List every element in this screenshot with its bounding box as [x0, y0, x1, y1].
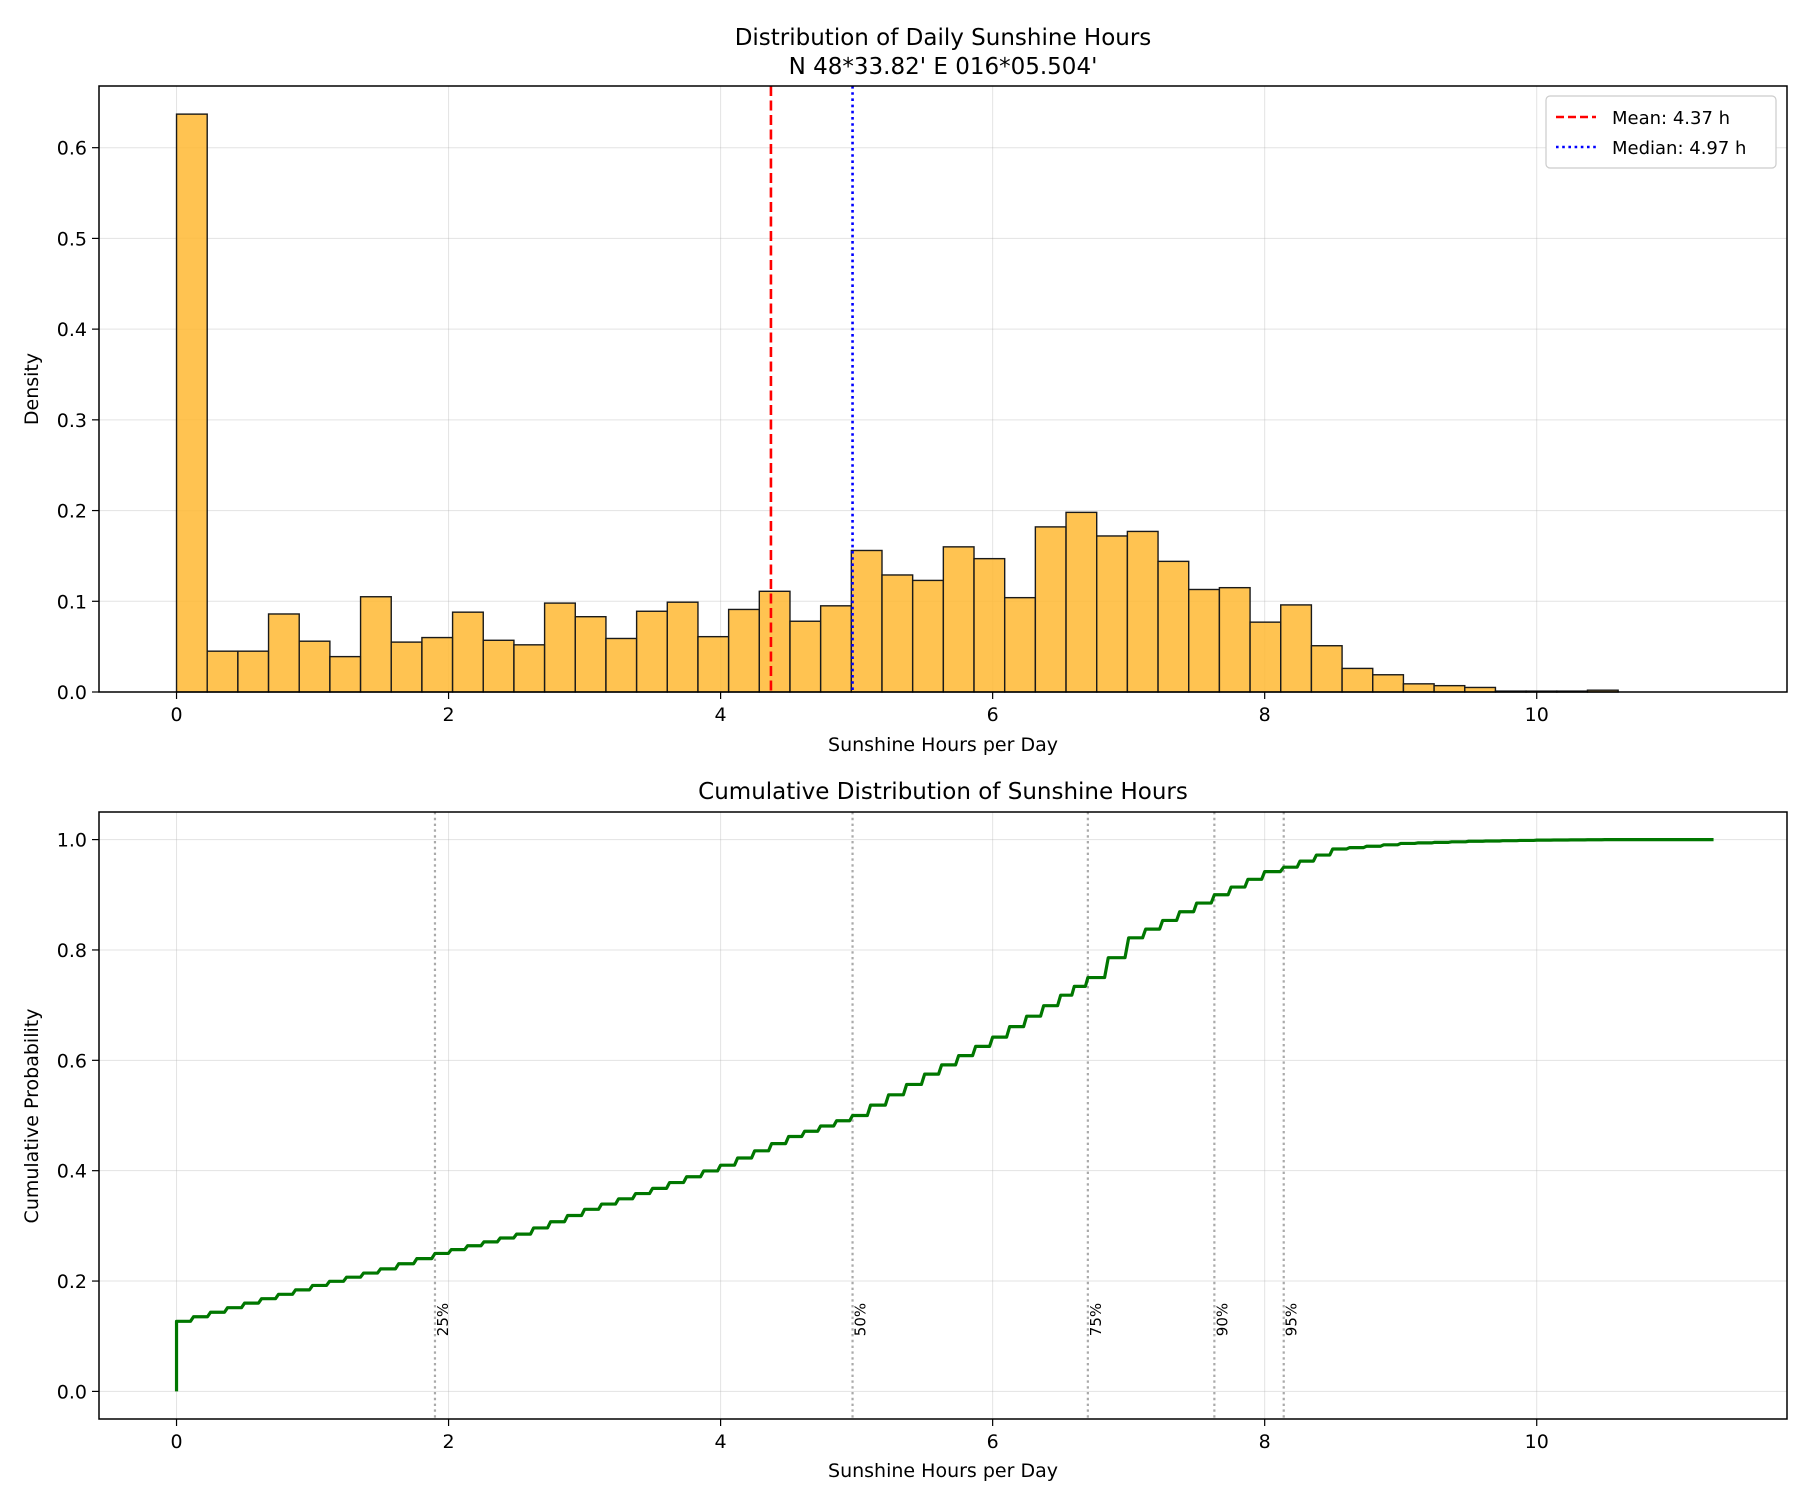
histogram-x-tick-label: 10 — [1525, 704, 1549, 726]
cdf-y-axis-label: Cumulative Probability — [21, 1009, 43, 1224]
histogram-bar — [973, 557, 1006, 693]
cdf-x-tick-label: 8 — [1259, 1431, 1271, 1453]
percentile-label: 25% — [434, 1303, 452, 1336]
cdf-grid — [99, 812, 1787, 1419]
histogram-bar — [1126, 530, 1159, 693]
cdf-x-tick-label: 0 — [170, 1431, 182, 1453]
legend-mean-label: Mean: 4.37 h — [1612, 108, 1730, 129]
histogram-bar — [881, 574, 914, 693]
cdf-y-tick-label: 0.4 — [57, 1161, 87, 1183]
histogram-panel: Distribution of Daily Sunshine Hours N 4… — [21, 25, 1788, 756]
histogram-bar — [206, 650, 239, 693]
cdf-x-tick-label: 10 — [1525, 1431, 1549, 1453]
histogram-bar — [758, 590, 791, 693]
histogram-bar — [1034, 526, 1067, 693]
histogram-bar — [1341, 667, 1374, 693]
histogram-x-tick-label: 4 — [715, 704, 727, 726]
legend-frame — [1545, 95, 1777, 169]
cdf-panel: Cumulative Distribution of Sunshine Hour… — [21, 779, 1788, 1482]
histogram-subtitle: N 48*33.82' E 016*05.504' — [789, 54, 1098, 80]
cdf-y-ticks: 0.0 0.2 0.4 0.6 0.8 1.0 — [57, 830, 99, 1403]
histogram-y-tick-label: 0.0 — [57, 682, 87, 704]
histogram-bar — [390, 641, 423, 693]
histogram-x-ticks: 0 2 4 6 8 10 — [170, 692, 1549, 726]
histogram-y-tick-label: 0.2 — [57, 501, 87, 523]
histogram-bar — [1188, 588, 1221, 693]
histogram-bar — [1249, 621, 1282, 693]
histogram-bar — [451, 611, 484, 693]
cdf-percentile-lines: 25% 50% 75% 90% 95% — [433, 812, 1301, 1419]
histogram-bar — [237, 650, 270, 693]
histogram-axes-frame — [98, 85, 1788, 693]
histogram-y-tick-label: 0.1 — [57, 591, 87, 613]
histogram-legend: Mean: 4.37 h Median: 4.97 h — [1545, 95, 1777, 169]
histogram-bar — [1310, 645, 1343, 693]
histogram-bar — [543, 602, 576, 693]
histogram-bar — [1218, 586, 1251, 693]
histogram-bar — [666, 601, 699, 693]
cdf-axes-frame — [98, 811, 1788, 1420]
cdf-y-tick-label: 1.0 — [57, 830, 87, 852]
histogram-y-tick-label: 0.3 — [57, 410, 87, 432]
histogram-title: Distribution of Daily Sunshine Hours — [735, 25, 1152, 51]
cdf-y-tick-label: 0.2 — [57, 1271, 87, 1293]
histogram-bar — [513, 644, 546, 693]
cdf-x-tick-label: 4 — [715, 1431, 727, 1453]
histogram-bar — [789, 620, 822, 693]
histogram-x-tick-label: 0 — [170, 704, 182, 726]
cdf-y-tick-label: 0.6 — [57, 1050, 87, 1072]
histogram-bar — [1157, 560, 1190, 693]
legend-median-label: Median: 4.97 h — [1612, 138, 1746, 159]
histogram-bar — [1280, 604, 1313, 693]
histogram-bar — [329, 655, 362, 693]
histogram-bar — [635, 610, 668, 693]
histogram-y-tick-label: 0.5 — [57, 228, 87, 250]
cdf-y-tick-label: 0.0 — [57, 1381, 87, 1403]
cdf-title: Cumulative Distribution of Sunshine Hour… — [698, 779, 1188, 805]
histogram-bar — [298, 640, 331, 693]
histogram-bar — [482, 639, 515, 693]
histogram-bar — [1096, 535, 1129, 693]
histogram-bar — [574, 616, 607, 693]
histogram-bar — [942, 546, 975, 693]
histogram-x-tick-label: 8 — [1259, 704, 1271, 726]
histogram-bar — [911, 579, 945, 693]
percentile-label: 90% — [1213, 1303, 1231, 1336]
histogram-bar — [421, 636, 454, 693]
cdf-step-line — [174, 837, 1714, 1392]
histogram-y-ticks: 0.0 0.1 0.2 0.3 0.4 0.5 0.6 — [57, 138, 99, 704]
histogram-x-tick-label: 2 — [443, 704, 455, 726]
histogram-x-axis-label: Sunshine Hours per Day — [828, 734, 1058, 756]
histogram-bar — [1065, 511, 1098, 693]
histogram-y-tick-label: 0.6 — [57, 138, 87, 160]
cdf-y-tick-label: 0.8 — [57, 940, 87, 962]
histogram-bar — [605, 637, 638, 693]
histogram-bar — [359, 596, 392, 693]
histogram-bar — [1003, 596, 1037, 693]
histogram-bar — [697, 635, 730, 693]
histogram-bar — [267, 613, 300, 693]
cdf-x-tick-label: 6 — [987, 1431, 999, 1453]
percentile-label: 50% — [852, 1303, 870, 1336]
cdf-x-ticks: 0 2 4 6 8 10 — [170, 1419, 1549, 1453]
percentile-label: 95% — [1283, 1303, 1301, 1336]
histogram-y-axis-label: Density — [21, 353, 43, 425]
histogram-bar — [1372, 674, 1405, 693]
histogram-bar — [1433, 684, 1466, 693]
histogram-reference-lines — [769, 86, 854, 692]
percentile-label: 75% — [1087, 1303, 1105, 1336]
histogram-bar — [727, 608, 761, 693]
histogram-x-tick-label: 6 — [987, 704, 999, 726]
histogram-y-tick-label: 0.4 — [57, 319, 87, 341]
histogram-bars — [175, 113, 1619, 693]
histogram-bar — [850, 549, 883, 693]
cdf-x-tick-label: 2 — [443, 1431, 455, 1453]
histogram-bar — [1402, 683, 1435, 693]
cdf-x-axis-label: Sunshine Hours per Day — [828, 1460, 1058, 1482]
histogram-bar — [819, 605, 853, 693]
histogram-bar — [175, 113, 208, 693]
